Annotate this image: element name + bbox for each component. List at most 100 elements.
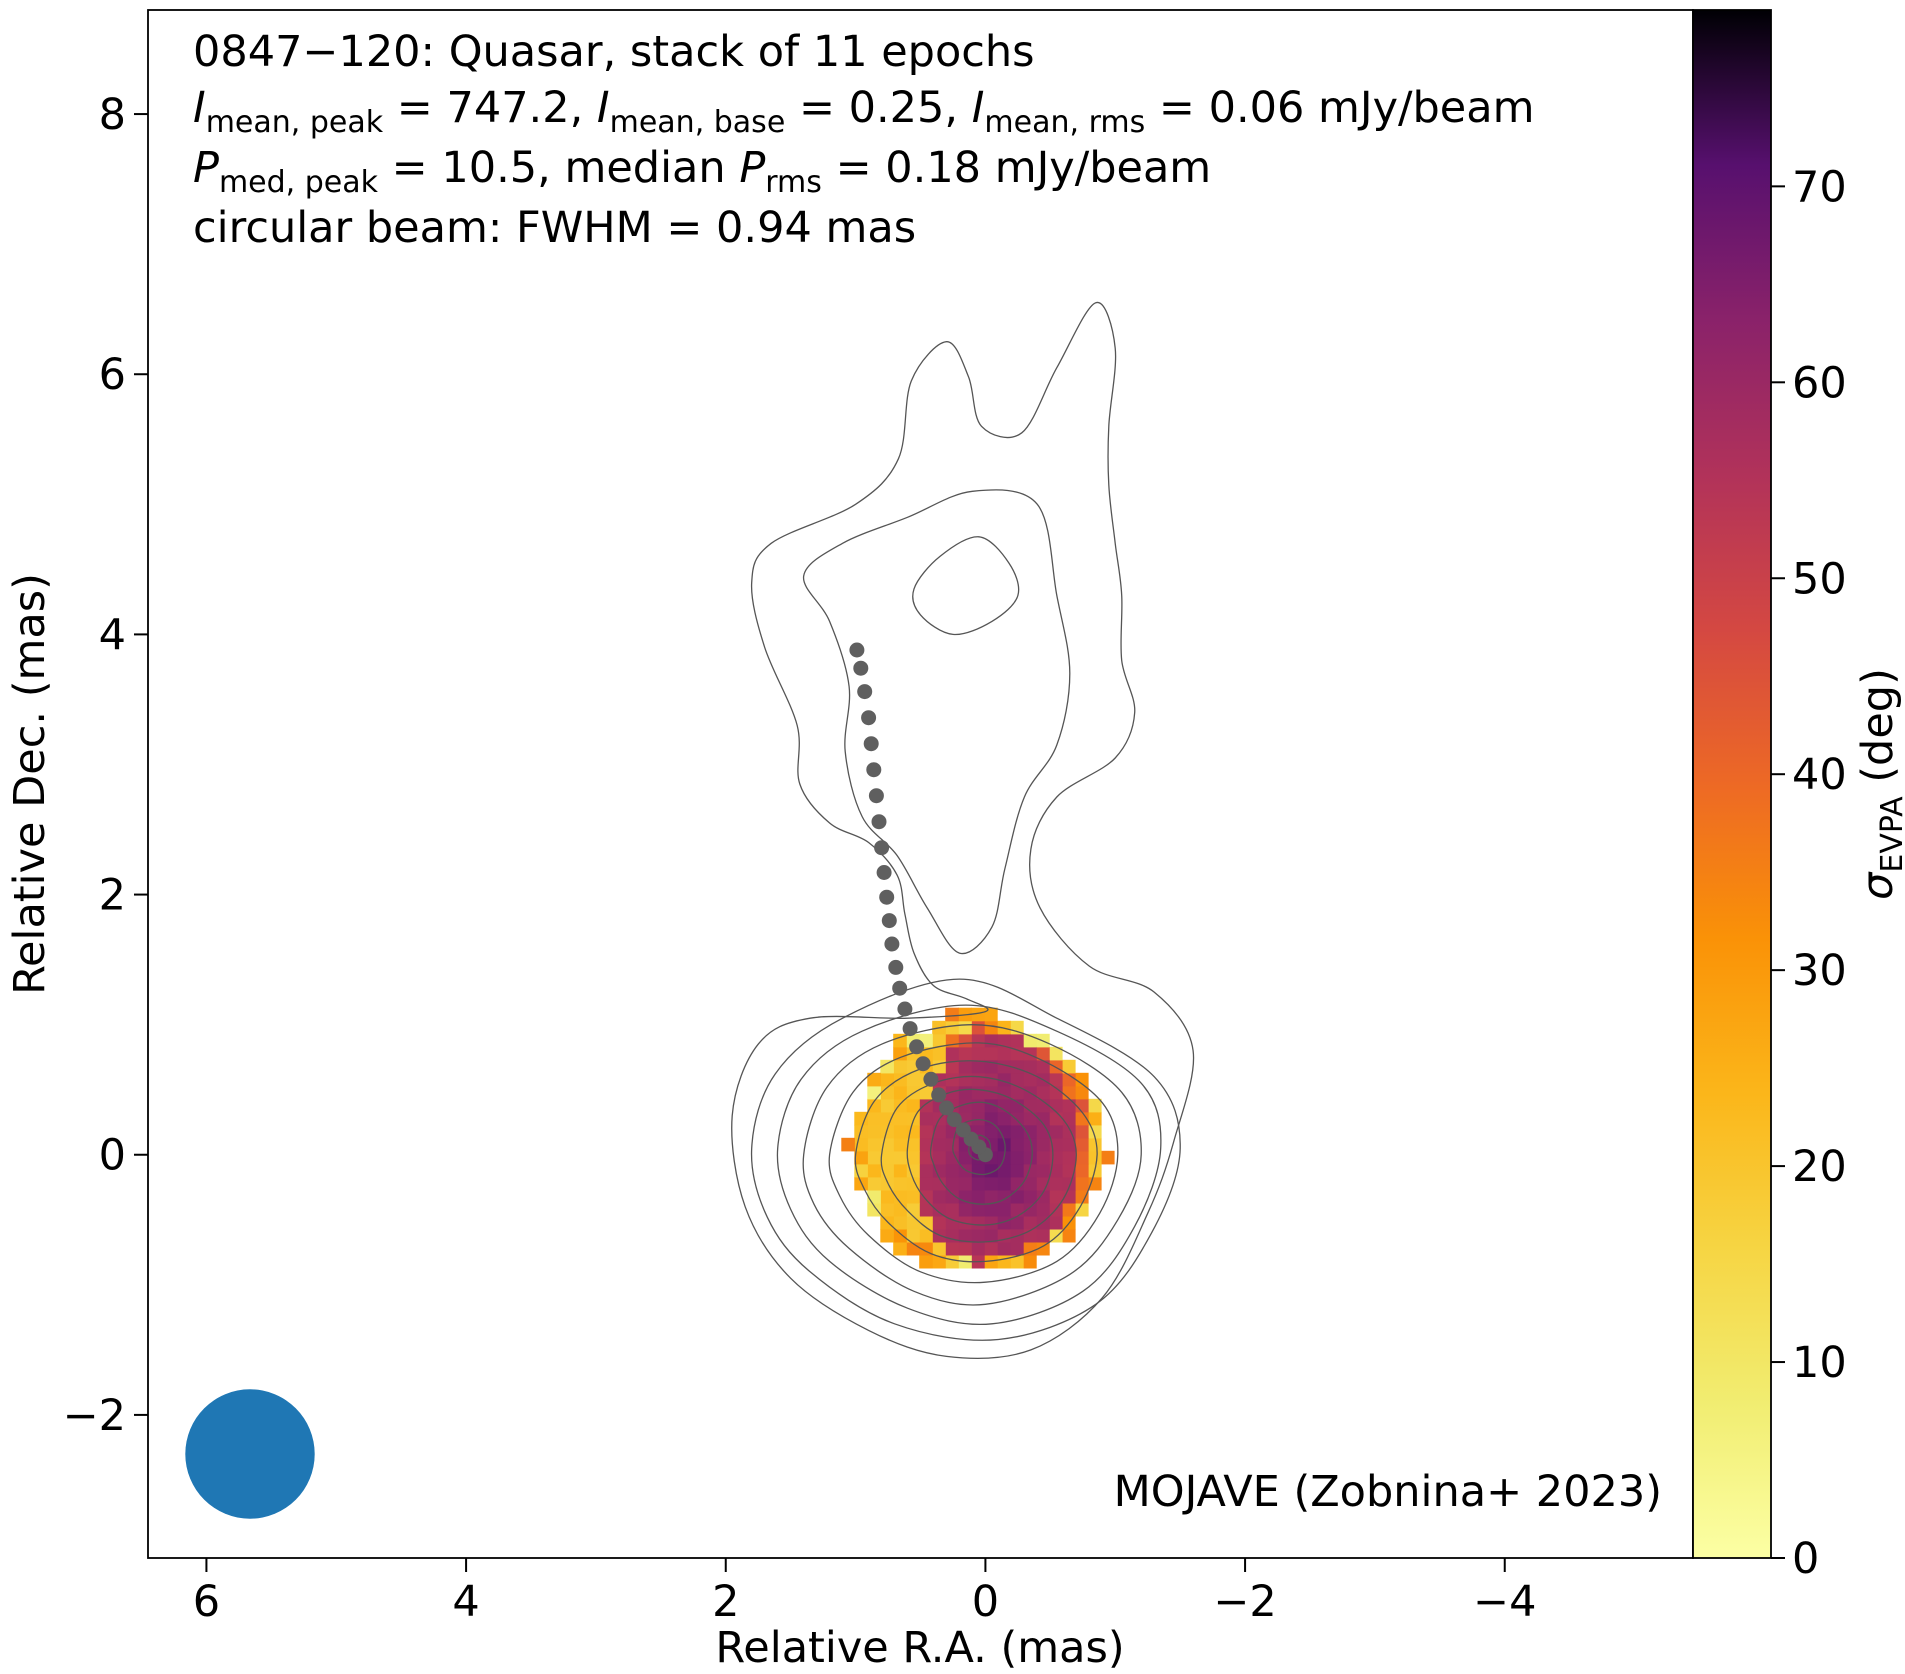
evpa-pixel: [984, 1046, 998, 1061]
evpa-pixel: [1036, 1111, 1050, 1126]
symbol: P: [193, 143, 219, 193]
y-tick-label: 6: [99, 350, 126, 400]
evpa-pixel: [880, 1150, 894, 1165]
ridge-point: [868, 788, 884, 804]
evpa-pixel: [854, 1111, 868, 1126]
evpa-pixel: [867, 1111, 881, 1126]
evpa-pixel: [1088, 1098, 1102, 1113]
evpa-pixel: [958, 1072, 972, 1087]
evpa-pixel: [945, 1085, 959, 1100]
evpa-pixel: [1088, 1150, 1102, 1165]
evpa-pixel: [919, 1189, 933, 1204]
evpa-pixel: [932, 1163, 946, 1178]
evpa-pixel: [945, 1189, 959, 1204]
colorbar: [1692, 9, 1772, 1559]
evpa-pixel: [906, 1228, 920, 1243]
y-tick-label: 4: [99, 610, 126, 660]
evpa-pixel: [984, 1085, 998, 1100]
evpa-pixel: [971, 1241, 985, 1256]
evpa-pixel: [1088, 1111, 1102, 1126]
ridge-point: [861, 710, 877, 726]
evpa-pixel: [1010, 1111, 1024, 1126]
evpa-pixel: [1049, 1189, 1063, 1204]
evpa-pixel: [1062, 1059, 1076, 1074]
intensity-contour: [912, 536, 1020, 636]
evpa-pixel: [1075, 1098, 1089, 1113]
evpa-pixel: [945, 1046, 959, 1061]
evpa-pixel: [1049, 1215, 1063, 1230]
evpa-pixel: [1036, 1228, 1050, 1243]
evpa-pixel: [1023, 1150, 1037, 1165]
evpa-pixel: [997, 1202, 1011, 1217]
evpa-pixel: [984, 1241, 998, 1256]
evpa-pixel: [1062, 1202, 1076, 1217]
evpa-pixel: [867, 1189, 881, 1204]
evpa-pixel: [932, 1215, 946, 1230]
intensity-contour: [952, 1118, 1006, 1176]
ridge-point: [881, 913, 897, 929]
evpa-pixel: [919, 1085, 933, 1100]
evpa-pixel: [971, 1033, 985, 1048]
evpa-pixel: [1049, 1046, 1063, 1061]
ridge-line: [849, 642, 993, 1163]
evpa-pixel: [841, 1137, 855, 1152]
evpa-pixel: [880, 1215, 894, 1230]
ridge-point: [876, 865, 892, 880]
evpa-pixel: [958, 1228, 972, 1243]
evpa-pixel: [932, 1254, 946, 1269]
evpa-pixel: [958, 1150, 972, 1165]
ridge-point: [879, 889, 895, 905]
evpa-pixel: [1075, 1124, 1089, 1139]
evpa-pixel: [893, 1072, 907, 1087]
evpa-pixel: [1023, 1189, 1037, 1204]
evpa-pixel: [932, 1189, 946, 1204]
evpa-pixel: [1075, 1137, 1089, 1152]
evpa-pixel: [997, 1137, 1011, 1152]
evpa-pixel: [1023, 1111, 1037, 1126]
evpa-pixel: [1010, 1046, 1024, 1061]
ridge-point: [853, 660, 869, 676]
evpa-pixel: [893, 1059, 907, 1074]
evpa-pixel: [932, 1150, 946, 1165]
evpa-pixel: [906, 1163, 920, 1178]
evpa-pixel: [984, 1098, 998, 1113]
evpa-pixel: [1062, 1228, 1076, 1243]
evpa-pixel: [971, 1046, 985, 1061]
evpa-pixel: [971, 1020, 985, 1035]
credit-label: MOJAVE (Zobnina+ 2023): [1114, 1467, 1662, 1517]
evpa-pixel: [997, 1124, 1011, 1139]
evpa-pixel: [984, 1254, 998, 1269]
evpa-pixel: [1088, 1137, 1102, 1152]
symbol: σ: [1853, 871, 1903, 900]
y-tick-label: 8: [99, 90, 126, 140]
evpa-pixel: [919, 1150, 933, 1165]
evpa-pixel: [880, 1189, 894, 1204]
y-tick-label: 2: [99, 871, 126, 921]
ridge-point: [902, 1021, 918, 1037]
annotation-line-4: circular beam: FWHM = 0.94 mas: [193, 203, 916, 253]
evpa-pixel: [984, 1176, 998, 1191]
evpa-pixel: [919, 1254, 933, 1269]
evpa-pixel: [1036, 1241, 1050, 1256]
evpa-pixel: [1010, 1098, 1024, 1113]
evpa-pixel: [1075, 1202, 1089, 1217]
evpa-pixel: [919, 1215, 933, 1230]
evpa-pixel: [997, 1059, 1011, 1074]
ridge-point: [946, 1112, 962, 1128]
colorbar-tick-label: 30: [1792, 946, 1847, 996]
ridge-point: [863, 736, 879, 752]
evpa-pixel: [1075, 1150, 1089, 1165]
evpa-pixel: [893, 1215, 907, 1230]
evpa-pixel: [1023, 1072, 1037, 1087]
intensity-contour: [929, 1101, 1033, 1205]
evpa-pixel: [867, 1098, 881, 1113]
evpa-pixel: [880, 1228, 894, 1243]
evpa-pixel: [1023, 1254, 1037, 1269]
evpa-pixel: [997, 1163, 1011, 1178]
evpa-pixel: [997, 1098, 1011, 1113]
colorbar-tick-label: 10: [1792, 1338, 1847, 1388]
evpa-pixel: [984, 1124, 998, 1139]
evpa-pixel: [945, 1241, 959, 1256]
x-tick-label: 2: [712, 1577, 739, 1627]
evpa-pixel: [1049, 1150, 1063, 1165]
